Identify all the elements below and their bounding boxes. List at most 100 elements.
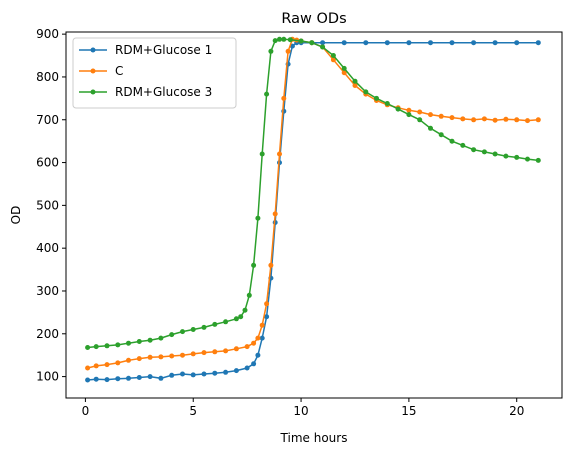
series-2-point	[85, 345, 91, 350]
series-line-0	[87, 41, 539, 381]
series-1-point	[460, 116, 466, 122]
series-1-point	[136, 356, 142, 362]
series-1-point	[158, 354, 164, 360]
series-2-point	[238, 314, 244, 320]
series-1-point	[341, 70, 347, 76]
series-2-point	[287, 37, 293, 43]
series-0-point	[406, 40, 412, 46]
series-2-point	[268, 48, 274, 54]
legend-marker-2	[90, 89, 96, 95]
series-2-point	[471, 147, 477, 153]
series-1-point	[190, 351, 196, 357]
series-1-point	[438, 113, 444, 119]
series-1-point	[525, 118, 530, 124]
series-1-point	[281, 95, 287, 101]
legend: RDM+Glucose 1 C RDM+Glucose 3	[72, 37, 237, 109]
x-tick-label: 5	[189, 404, 197, 418]
series-1-point	[352, 83, 358, 88]
series-2-point	[201, 324, 207, 330]
series-2-point	[255, 215, 261, 221]
series-1-point	[212, 349, 218, 355]
x-tick-label: 10	[293, 404, 308, 418]
series-2-point	[417, 117, 423, 123]
series-0-point	[223, 369, 229, 375]
series-2-point	[384, 101, 390, 106]
series-2-point	[242, 307, 248, 313]
series-2-point	[169, 332, 175, 338]
x-axis: 0 5 10 15 20	[82, 398, 524, 418]
series-2-point	[341, 65, 347, 71]
series-1-point	[251, 340, 257, 346]
legend-box	[72, 37, 237, 109]
x-tick-label: 15	[401, 404, 416, 418]
series-2-point	[259, 151, 265, 157]
y-axis-label: OD	[9, 206, 23, 225]
series-0-point	[136, 375, 142, 380]
series-2-point	[93, 344, 99, 350]
series-2-point	[272, 38, 278, 44]
series-0-point	[255, 352, 261, 358]
series-0-point	[341, 40, 347, 46]
series-1-point	[330, 57, 336, 63]
series-1-point	[255, 335, 261, 341]
legend-label-0: RDM+Glucose 1	[115, 43, 212, 57]
series-2-point	[481, 149, 487, 155]
series-1-point	[406, 107, 412, 113]
series-0-point	[259, 335, 265, 341]
series-2-point	[330, 53, 336, 58]
series-2-point	[190, 327, 196, 332]
series-2-point	[406, 112, 412, 118]
series-1-point	[126, 357, 131, 363]
series-2-point	[246, 292, 252, 298]
series-2-point	[320, 44, 326, 50]
series-1-point	[93, 363, 99, 369]
series-0-point	[85, 377, 91, 383]
series-2-point	[363, 89, 369, 95]
series-1-point	[503, 116, 509, 122]
series-1-point	[201, 350, 207, 356]
series-2-point	[251, 262, 257, 268]
series-1-point	[259, 322, 265, 328]
chart-title: Raw ODs	[281, 11, 346, 27]
series-2-point	[525, 156, 530, 162]
series-2-point	[438, 132, 444, 138]
series-1-point	[285, 48, 291, 54]
series-1-point	[471, 117, 477, 123]
series-1-point	[115, 360, 121, 366]
legend-label-2: RDM+Glucose 3	[115, 85, 212, 99]
series-0-point	[180, 371, 185, 377]
series-0-point	[104, 377, 110, 383]
series-0-point	[251, 361, 257, 367]
series-1-point	[85, 365, 91, 371]
y-tick-label: 300	[36, 284, 59, 298]
series-2-point	[374, 95, 379, 101]
y-axis: 100 200 300 400 500 600 700 800 900	[36, 27, 66, 384]
series-1-point	[514, 117, 520, 123]
plot-frame	[65, 31, 563, 399]
series-2-point	[460, 142, 466, 148]
series-2-point	[309, 40, 315, 46]
series-2-point	[136, 339, 142, 344]
series-0-point	[471, 40, 477, 46]
legend-label-1: C	[115, 64, 123, 78]
series-1-point	[277, 151, 282, 157]
series-layer	[85, 36, 541, 383]
series-2-point	[126, 340, 131, 346]
series-2-point	[449, 138, 455, 144]
x-tick-label: 20	[509, 404, 524, 418]
y-tick-label: 700	[36, 113, 59, 127]
legend-marker-0	[90, 47, 96, 53]
series-1-point	[417, 109, 423, 115]
series-0-point	[158, 375, 164, 381]
series-1-point	[535, 117, 541, 123]
series-0-point	[535, 40, 541, 46]
series-1-point	[104, 362, 110, 368]
series-1-point	[481, 116, 487, 122]
y-tick-label: 800	[36, 70, 59, 84]
series-2-point	[158, 335, 164, 341]
y-tick-label: 500	[36, 198, 59, 212]
series-2-point	[395, 106, 401, 112]
series-1-point	[428, 112, 433, 118]
series-2-point	[503, 153, 509, 159]
